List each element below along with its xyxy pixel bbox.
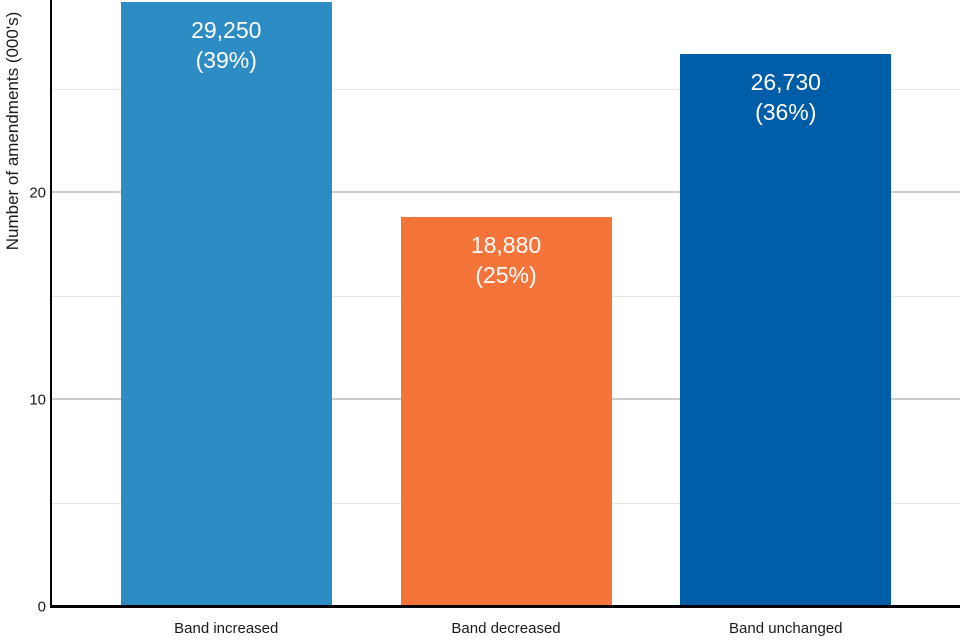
x-axis-label-3: Band unchanged — [729, 620, 843, 637]
x-axis-labels: Band increased Band decreased Band unchang… — [52, 615, 960, 640]
bar-percentage: (25%) — [475, 261, 537, 288]
gridline-20 — [52, 191, 960, 194]
x-axis-label-2: Band decreased — [451, 620, 561, 637]
y-tick-20: 20 — [29, 184, 46, 202]
gridline-25 — [52, 88, 960, 90]
bar-1: 29,250 (39%) — [120, 2, 332, 607]
bar-2: 18,880 (25%) — [400, 216, 612, 607]
bar-value: 18,880 — [470, 231, 542, 258]
bar-value: 26,730 — [750, 69, 821, 96]
bar-value-label: 18,880 (25%) — [401, 217, 612, 290]
plot-area: 29,250 (39%) 18,880 (25%) 26,730 (36%) — [52, 0, 960, 607]
y-tick-0: 0 — [37, 598, 46, 616]
bar-value: 29,250 — [191, 17, 262, 44]
x-axis-label-1: Band increased — [174, 620, 279, 637]
bar-value-label: 29,250 (39%) — [121, 2, 332, 75]
x-axis-line — [50, 605, 960, 608]
y-axis-line — [50, 0, 52, 607]
y-tick-10: 10 — [29, 391, 46, 409]
bar-percentage: (39%) — [195, 47, 257, 74]
bar-3: 26,730 (36%) — [680, 54, 892, 607]
bars-container: 29,250 (39%) 18,880 (25%) 26,730 (36%) — [52, 0, 960, 607]
bar-percentage: (36%) — [755, 99, 817, 126]
y-axis-ticks: 0 10 20 — [0, 0, 46, 616]
bar-value-label: 26,730 (36%) — [680, 54, 891, 127]
